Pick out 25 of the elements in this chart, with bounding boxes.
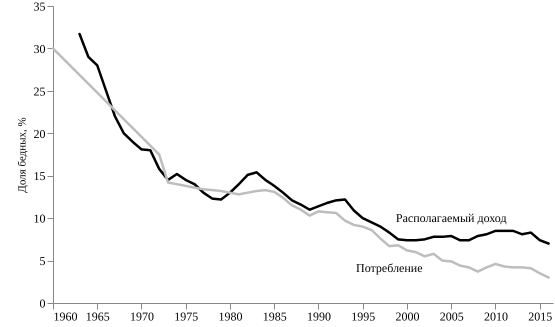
y-tick-label: 5: [40, 254, 46, 268]
series-label: Потребление: [356, 261, 423, 276]
y-tick-label: 25: [34, 84, 46, 98]
x-tick-label: 1980: [218, 310, 242, 324]
y-tick-label: 0: [40, 296, 46, 310]
line-series: [78, 32, 550, 245]
x-tick-label: 1965: [86, 310, 110, 324]
x-tick-label: 1975: [174, 310, 198, 324]
y-tick-label: 35: [34, 0, 46, 14]
x-tick-label: 2010: [484, 310, 508, 324]
x-tick-label: 1960: [54, 310, 78, 324]
y-axis-title: Доля бедных, %: [16, 117, 28, 193]
x-tick-label: 2005: [440, 310, 464, 324]
y-tick-label: 30: [34, 42, 46, 56]
y-tick-label: 15: [34, 169, 46, 184]
y-tick-label: 10: [34, 212, 46, 226]
x-tick-label: 1985: [262, 310, 287, 324]
x-tick-label: 2015: [528, 310, 552, 324]
series-label: Располагаемый доход: [396, 210, 507, 225]
y-tick-label: 20: [34, 126, 46, 141]
x-tick-label: 2000: [395, 310, 420, 324]
line-series: [52, 47, 550, 279]
x-tick-label: 1995: [351, 310, 376, 324]
x-tick-label: 1970: [130, 310, 154, 324]
x-tick-label: 1990: [306, 310, 331, 324]
